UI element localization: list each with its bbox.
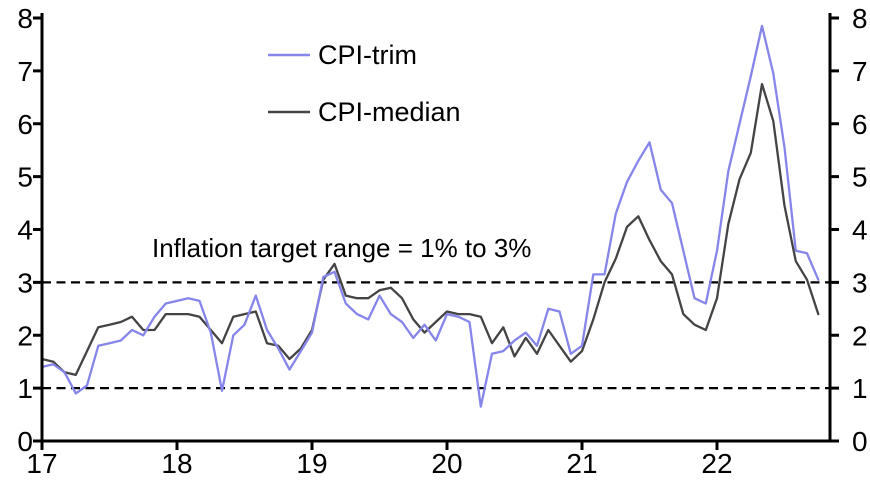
y-axis-label-right: 5 [852,162,868,193]
y-axis-label-right: 2 [852,320,868,351]
y-axis-label-left: 3 [17,267,33,298]
inflation-target-annotation: Inflation target range = 1% to 3% [152,233,531,263]
y-axis-label-left: 8 [17,3,33,34]
y-axis-label-left: 4 [17,215,33,246]
y-axis-label-right: 6 [852,109,868,140]
y-axis-label-right: 3 [852,267,868,298]
y-axis-label-right: 1 [852,373,868,404]
x-axis-label: 19 [296,448,327,479]
data-series [40,24,820,408]
y-axis-label-left: 2 [17,320,33,351]
y-axis-label-right: 4 [852,215,868,246]
y-axis-label-right: 7 [852,56,868,87]
axes [33,13,839,450]
x-axis-label: 17 [26,448,57,479]
tick-labels: 0 01 12 23 34 45 56 67 78 817 18 19 20 21 22 [17,3,867,479]
legend: CPI-trim CPI-median [268,40,461,127]
legend-label-cpi-median: CPI-median [318,97,461,127]
line-cpi-trim [40,24,820,408]
x-axis-label: 20 [431,448,462,479]
y-axis-label-left: 6 [17,109,33,140]
y-axis-label-right: 8 [852,3,868,34]
y-axis-label-right: 0 [852,426,868,457]
y-axis-label-left: 7 [17,56,33,87]
line-cpi-median [40,82,820,377]
x-axis-label: 18 [161,448,192,479]
y-axis-label-left: 5 [17,162,33,193]
reference-lines [42,281,830,390]
y-axis-label-left: 0 [17,426,33,457]
x-axis-label: 21 [566,448,597,479]
x-axis-label: 22 [701,448,732,479]
y-axis-label-left: 1 [17,373,33,404]
legend-label-cpi-trim: CPI-trim [318,40,417,70]
